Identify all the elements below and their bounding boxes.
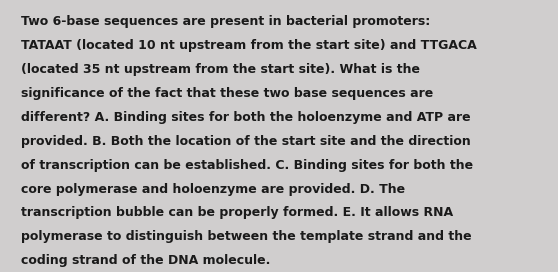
Text: (located 35 nt upstream from the start site). What is the: (located 35 nt upstream from the start s… <box>21 63 420 76</box>
Text: different? A. Binding sites for both the holoenzyme and ATP are: different? A. Binding sites for both the… <box>21 111 471 124</box>
Text: of transcription can be established. C. Binding sites for both the: of transcription can be established. C. … <box>21 159 473 172</box>
Text: polymerase to distinguish between the template strand and the: polymerase to distinguish between the te… <box>21 230 472 243</box>
Text: transcription bubble can be properly formed. E. It allows RNA: transcription bubble can be properly for… <box>21 206 453 220</box>
Text: coding strand of the DNA molecule.: coding strand of the DNA molecule. <box>21 254 271 267</box>
Text: significance of the fact that these two base sequences are: significance of the fact that these two … <box>21 87 434 100</box>
Text: core polymerase and holoenzyme are provided. D. The: core polymerase and holoenzyme are provi… <box>21 183 405 196</box>
Text: Two 6-base sequences are present in bacterial promoters:: Two 6-base sequences are present in bact… <box>21 15 430 28</box>
Text: TATAAT (located 10 nt upstream from the start site) and TTGACA: TATAAT (located 10 nt upstream from the … <box>21 39 477 52</box>
Text: provided. B. Both the location of the start site and the direction: provided. B. Both the location of the st… <box>21 135 471 148</box>
